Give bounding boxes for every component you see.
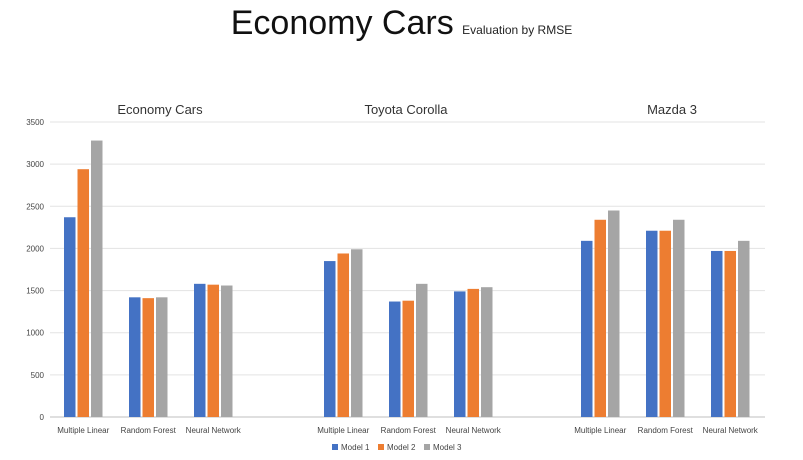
bar <box>673 219 685 417</box>
bar <box>64 217 76 417</box>
y-tick-label: 2500 <box>26 202 44 211</box>
group-title: Economy Cars <box>117 102 203 117</box>
y-tick-label: 1000 <box>26 329 44 338</box>
bar <box>351 249 363 417</box>
bar <box>659 230 671 417</box>
bar <box>454 291 466 417</box>
bar <box>481 287 493 417</box>
x-tick-label: Neural Network <box>703 426 759 435</box>
bar <box>738 240 750 417</box>
x-tick-label: Neural Network <box>186 426 242 435</box>
bar <box>207 284 219 417</box>
bar <box>129 297 141 417</box>
x-tick-label: Random Forest <box>638 426 694 435</box>
y-tick-label: 3000 <box>26 160 44 169</box>
chart-subtitle: Evaluation by RMSE <box>462 23 573 37</box>
bar <box>142 298 154 417</box>
x-tick-label: Multiple Linear <box>574 426 626 435</box>
group-title: Mazda 3 <box>647 102 697 117</box>
bar <box>194 283 206 417</box>
chart-title: Economy Cars <box>230 4 454 42</box>
group-title: Toyota Corolla <box>364 102 448 117</box>
x-tick-label: Multiple Linear <box>317 426 369 435</box>
bar <box>711 250 723 417</box>
chart-title-block: Economy Cars Evaluation by RMSE <box>0 4 803 43</box>
bar <box>77 169 89 417</box>
y-tick-label: 2000 <box>26 244 44 253</box>
bar <box>608 210 620 417</box>
x-tick-label: Neural Network <box>446 426 502 435</box>
bar <box>594 219 606 417</box>
bar <box>467 288 479 417</box>
legend-label: Model 1 <box>341 443 370 452</box>
bar <box>402 300 414 417</box>
legend-swatch <box>378 444 384 450</box>
bar <box>324 261 336 417</box>
bar <box>156 297 168 417</box>
legend-label: Model 2 <box>387 443 416 452</box>
x-tick-label: Random Forest <box>121 426 177 435</box>
legend-swatch <box>332 444 338 450</box>
y-tick-label: 0 <box>40 413 45 422</box>
legend-swatch <box>424 444 430 450</box>
bar <box>581 240 593 417</box>
x-tick-label: Random Forest <box>381 426 437 435</box>
y-tick-label: 1500 <box>26 287 44 296</box>
bar <box>724 250 736 417</box>
y-tick-label: 500 <box>31 371 45 380</box>
bar <box>91 140 103 418</box>
bar <box>221 285 233 417</box>
bar <box>416 283 428 417</box>
bar <box>389 301 401 417</box>
x-tick-label: Multiple Linear <box>57 426 109 435</box>
legend-label: Model 3 <box>433 443 462 452</box>
bar <box>337 253 349 417</box>
y-tick-label: 3500 <box>26 118 44 127</box>
bar <box>646 230 658 417</box>
